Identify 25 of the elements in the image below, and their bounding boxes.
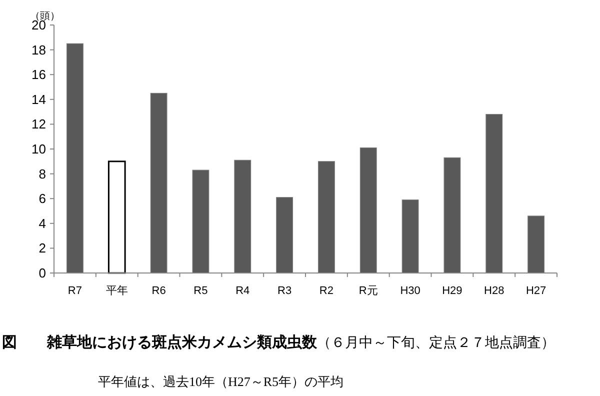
y-tick-label: 12 [32, 116, 46, 132]
x-tick-label: H30 [400, 285, 420, 297]
text: （６月中～下旬、定点２７地点調査） [317, 334, 555, 350]
x-tick-label: R4 [236, 285, 250, 297]
y-tick-label: 6 [38, 191, 46, 206]
x-tick-label: H27 [526, 285, 546, 297]
y-tick-label: 18 [32, 42, 46, 58]
y-tick-label: 8 [38, 166, 46, 182]
y-tick-label: 4 [38, 216, 46, 231]
y-tick-label: 10 [32, 142, 46, 156]
x-tick-label: R2 [319, 285, 334, 297]
text: 図 雑草地における斑点米カメムシ類成虫数 [2, 334, 318, 351]
x-tick-label: R元 [358, 285, 378, 297]
y-tick-label: 2 [38, 240, 46, 256]
y-tick-label: 16 [32, 67, 46, 82]
x-tick-label: H29 [442, 285, 462, 297]
x-tick-label: H28 [484, 285, 504, 297]
y-tick-label: 14 [32, 92, 46, 107]
x-tick-label: 平年 [106, 285, 128, 297]
text: 平年値は、過去10年（H27～R5年）の平均 [98, 374, 344, 389]
x-tick-label: R5 [194, 285, 208, 297]
y-tick-label: 0 [38, 266, 46, 280]
x-tick-label: R3 [278, 285, 292, 297]
x-tick-label: R7 [68, 285, 82, 297]
x-tick-label: R6 [152, 285, 166, 297]
